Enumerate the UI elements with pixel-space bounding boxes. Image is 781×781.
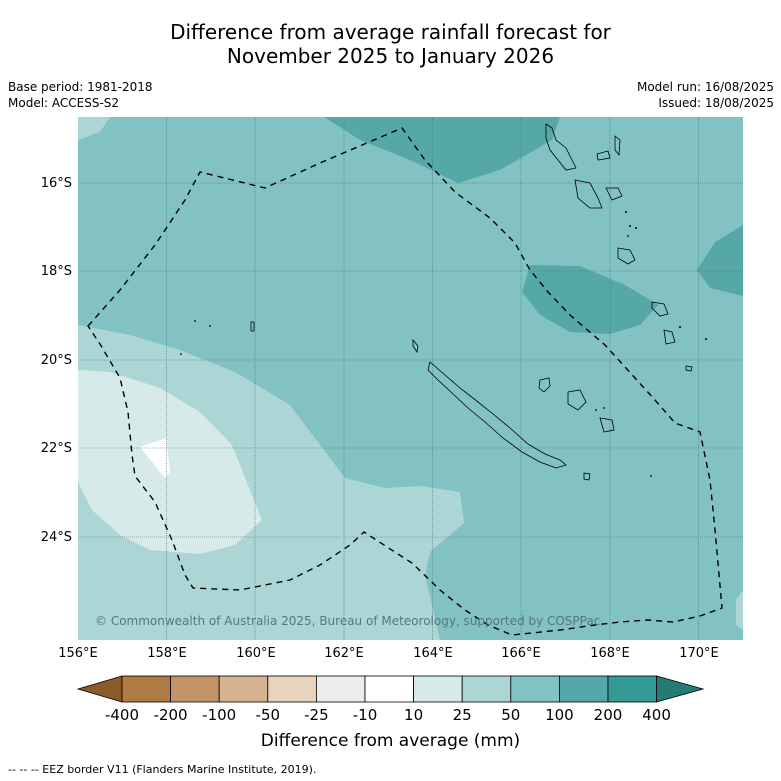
zone-nw-patch — [78, 117, 110, 140]
lon-label-166e: 166°E — [501, 646, 541, 661]
ambae — [596, 150, 611, 161]
colorbar-tick-label: -100 — [202, 706, 237, 724]
zone-10-25 — [78, 370, 262, 554]
malakula — [574, 179, 603, 209]
espiritu-santo — [545, 123, 577, 171]
small-islets — [180, 211, 707, 477]
colorbar-tick-label: 100 — [545, 706, 574, 724]
aneityum — [685, 365, 693, 372]
eez-legend-footnote: -- -- -- EEZ border V11 (Flanders Marine… — [8, 763, 317, 776]
coastlines — [250, 123, 693, 481]
zone-se-patch — [736, 590, 743, 630]
lon-label-160e: 160°E — [236, 646, 276, 661]
colorbar-swatch — [267, 675, 317, 703]
tanna — [663, 329, 676, 345]
lat-label-18s: 18°S — [40, 264, 72, 279]
colorbar-tick-label: -10 — [352, 706, 378, 724]
colorbar-swatch — [559, 675, 609, 703]
meta-right: Model run: 16/08/2025 Issued: 18/08/2025 — [637, 79, 774, 111]
lon-label-164e: 164°E — [413, 646, 453, 661]
issue-date: Issued: 18/08/2025 — [658, 96, 774, 110]
base-period: Base period: 1981-2018 — [8, 80, 153, 94]
model-run: Model run: 16/08/2025 — [636, 80, 774, 94]
maewo — [614, 135, 621, 157]
lat-label-24s: 24°S — [40, 530, 72, 545]
lifou-island — [567, 389, 587, 411]
colorbar-swatch — [218, 675, 269, 703]
map-title: Difference from average rainfall forecas… — [0, 20, 781, 68]
colorbar-tick-label: 25 — [452, 706, 472, 724]
zone-100-200-north — [324, 117, 560, 183]
colorbar-tick-label: -25 — [304, 706, 329, 724]
colorbar-label: Difference from average (mm) — [260, 731, 521, 751]
new-caledonia-main — [427, 361, 567, 469]
eez-border — [87, 127, 723, 636]
lon-label-156e: 156°E — [58, 646, 98, 661]
colorbar-swatch — [315, 675, 366, 703]
zone-100-200-east — [697, 225, 743, 296]
colorbar-tick-label: 400 — [642, 706, 671, 724]
colorbar-extend-high — [656, 675, 705, 703]
colorbar-tick-label: -50 — [255, 706, 281, 724]
lat-label-22s: 22°S — [40, 441, 72, 456]
zone-100-200-central — [522, 265, 658, 334]
colorbar-tick-label: 200 — [593, 706, 623, 724]
meta-left: Base period: 1981-2018 Model: ACCESS-S2 — [8, 79, 153, 111]
anomaly-field — [78, 117, 743, 640]
colorbar-swatch — [364, 675, 414, 703]
mare-island — [599, 417, 615, 433]
lon-label-158e: 158°E — [147, 646, 187, 661]
colorbar-swatch — [607, 675, 657, 703]
gridlines — [78, 117, 743, 640]
lat-label-20s: 20°S — [40, 353, 72, 368]
colorbar-swatch — [510, 675, 560, 703]
colorbar-tick-label: -200 — [153, 706, 188, 724]
colorbar-swatch — [413, 675, 463, 703]
ouvea-island — [538, 377, 551, 393]
lon-label-170e: 170°E — [679, 646, 719, 661]
lat-label-16s: 16°S — [40, 176, 72, 191]
colorbar-tick-label: 50 — [501, 706, 521, 724]
erromango — [651, 301, 669, 317]
colorbar-tick-label: -400 — [104, 706, 140, 724]
copyright-credit: © Commonwealth of Australia 2025, Bureau… — [95, 614, 601, 628]
chesterfield-islets — [250, 321, 255, 332]
title-line-2: November 2025 to January 2026 — [226, 44, 555, 68]
colorbar-extend-low — [76, 675, 123, 703]
isle-of-pines — [583, 472, 591, 481]
colorbar-tick-label: 10 — [404, 706, 424, 724]
lon-label-168e: 168°E — [590, 646, 630, 661]
colorbar — [76, 675, 705, 703]
colorbar-swatch — [170, 675, 220, 703]
model-name: Model: ACCESS-S2 — [8, 96, 120, 110]
efate — [617, 247, 636, 265]
colorbar-swatch — [461, 675, 512, 703]
lon-label-162e: 162°E — [324, 646, 364, 661]
title-line-1: Difference from average rainfall forecas… — [170, 20, 611, 44]
belep-islands — [412, 338, 419, 354]
epi — [605, 187, 623, 201]
colorbar-swatch — [121, 675, 171, 703]
